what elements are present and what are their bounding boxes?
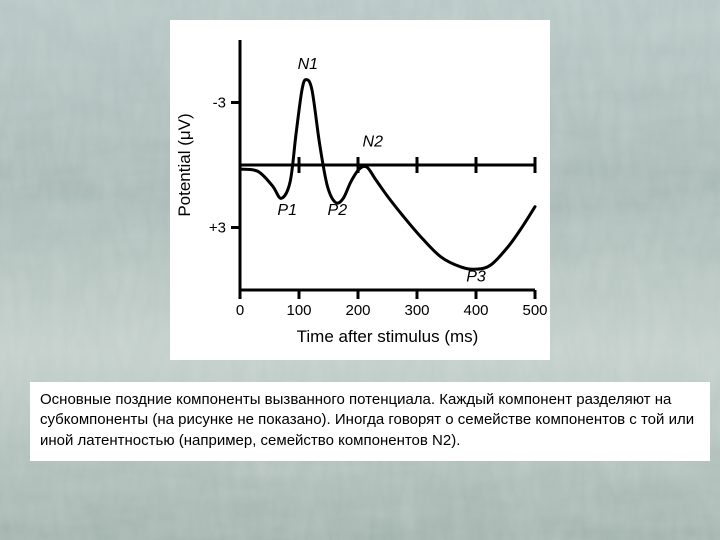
erp-chart: -3 +3 0 100 200 300 400 500 Time after stimulus … bbox=[170, 20, 550, 360]
x-tick-label: 200 bbox=[345, 302, 370, 319]
y-axis-label: Potential (μV) bbox=[175, 113, 194, 216]
component-label: P1 bbox=[277, 202, 297, 219]
caption-title: Основные поздние компоненты вызванного п… bbox=[40, 391, 435, 408]
component-label: P2 bbox=[328, 202, 348, 219]
x-axis-label: Time after stimulus (ms) bbox=[297, 327, 479, 346]
x-tick-label: 400 bbox=[463, 302, 488, 319]
component-label: P3 bbox=[466, 269, 486, 286]
component-label: N1 bbox=[298, 56, 318, 73]
y-tick-label: -3 bbox=[213, 95, 226, 112]
x-tick-label: 0 bbox=[236, 302, 244, 319]
erp-chart-svg: -3 +3 0 100 200 300 400 500 Time after stimulus … bbox=[170, 20, 550, 360]
x-tick-label: 100 bbox=[286, 302, 311, 319]
erp-waveform bbox=[240, 80, 535, 270]
x-tick-label: 300 bbox=[404, 302, 429, 319]
component-label: N2 bbox=[363, 133, 384, 150]
x-tick-label: 500 bbox=[522, 302, 547, 319]
y-tick-label: +3 bbox=[209, 220, 226, 237]
caption-block: Основные поздние компоненты вызванного п… bbox=[30, 382, 710, 461]
